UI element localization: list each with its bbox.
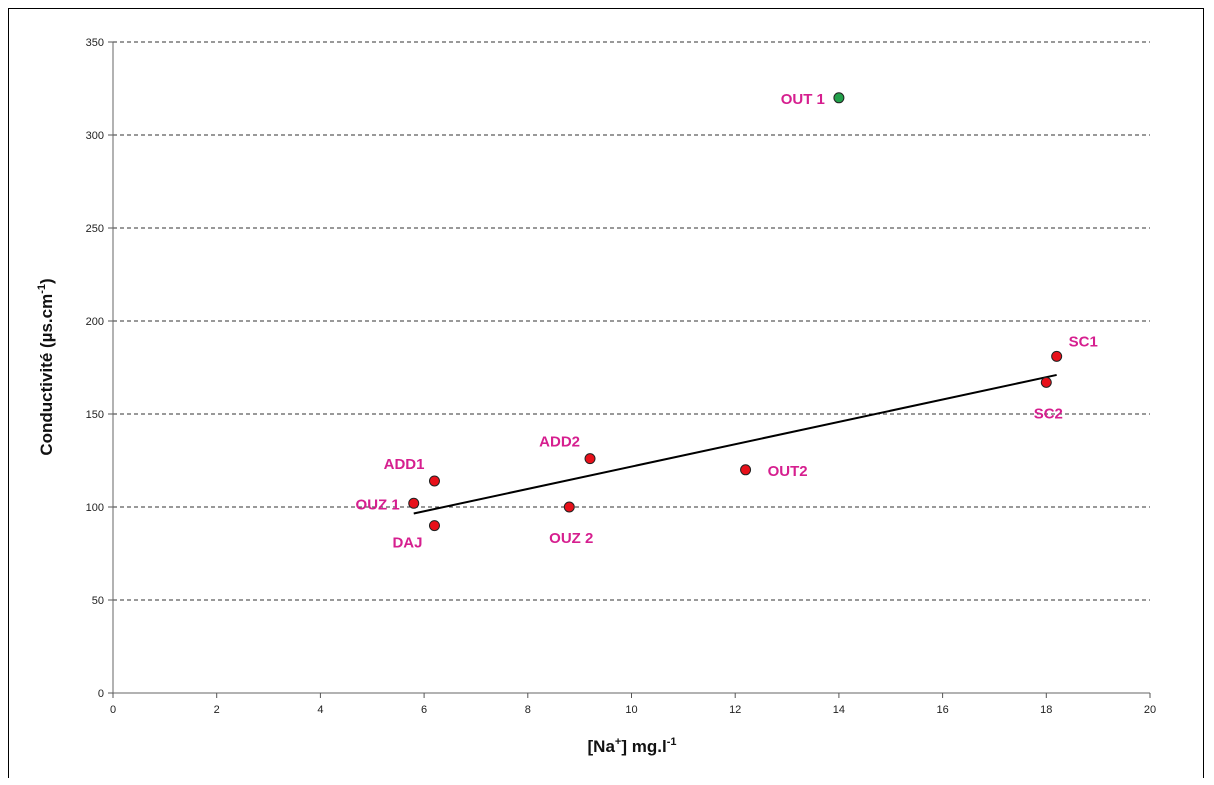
x-tick-label: 8 (525, 704, 531, 716)
axes: 0 50 100 150 200 250 300 350 0 2 4 6 8 10 12 14 16 18 20 (86, 37, 1156, 716)
y-tick-label: 150 (86, 409, 104, 421)
x-tick-label: 10 (625, 704, 637, 716)
x-tick-label: 14 (833, 704, 845, 716)
x-tick-label: 18 (1040, 704, 1052, 716)
x-tick-label: 20 (1144, 704, 1156, 716)
y-tick-label: 100 (86, 502, 104, 514)
point-label: OUT2 (768, 463, 808, 480)
x-axis-title: [Na+] mg.l-1 (588, 736, 677, 756)
trendline (413, 373, 1057, 515)
y-tick-label: 50 (92, 595, 104, 607)
data-point (584, 453, 596, 465)
data-point (740, 464, 752, 476)
y-tick-label: 250 (86, 223, 104, 235)
point-label: ADD2 (539, 434, 580, 451)
data-point (428, 475, 440, 487)
data-point (428, 520, 440, 532)
point-label: DAJ (392, 535, 422, 552)
x-tick-label: 6 (421, 704, 427, 716)
data-points: OUZ 1 ADD1 DAJ OUZ 2 ADD2 OUT2 SC2 SC1 OUT 1 (356, 91, 1098, 552)
gridlines (113, 41, 1150, 601)
point-label: OUZ 2 (549, 530, 593, 547)
y-axis-title: Conductivité (µs.cm-1) (36, 278, 56, 455)
x-tick-label: 16 (936, 704, 948, 716)
point-label: ADD1 (384, 456, 425, 473)
x-tick-label: 0 (110, 704, 116, 716)
x-tick-label: 12 (729, 704, 741, 716)
trendline-group (413, 373, 1057, 515)
y-tick-label: 0 (98, 688, 104, 700)
y-tick-label: 300 (86, 130, 104, 142)
x-tick-label: 2 (214, 704, 220, 716)
chart-frame (8, 8, 1204, 778)
data-point (1040, 376, 1052, 388)
data-point (563, 501, 575, 513)
y-tick-label: 350 (86, 37, 104, 49)
point-label: OUZ 1 (356, 496, 400, 513)
data-point (408, 497, 420, 509)
data-point (1051, 350, 1063, 362)
data-point (833, 92, 845, 104)
x-tick-label: 4 (317, 704, 323, 716)
point-label: SC2 (1034, 405, 1063, 422)
y-tick-label: 200 (86, 316, 104, 328)
point-label: SC1 (1069, 333, 1098, 350)
point-label: OUT 1 (781, 91, 825, 108)
